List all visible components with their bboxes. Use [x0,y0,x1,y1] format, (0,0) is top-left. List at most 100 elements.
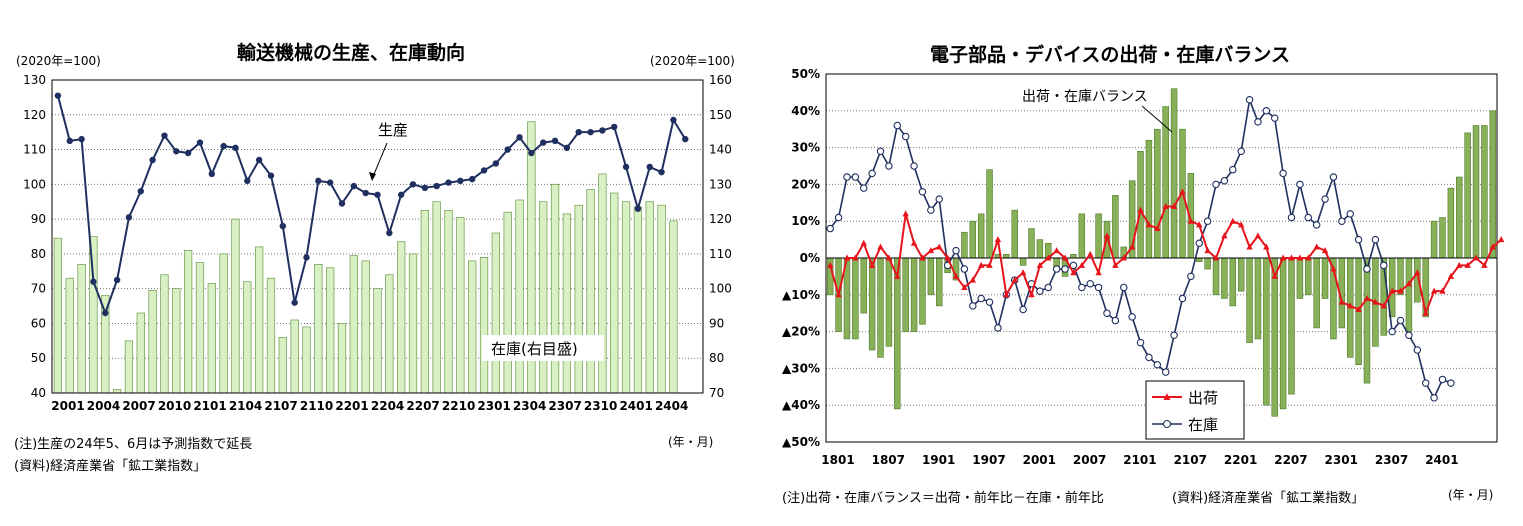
balance-bar [1447,187,1455,259]
balance-bar [961,231,968,259]
inventory-bar [53,237,63,394]
right-inventory-point [1195,239,1203,248]
left-axis-tick: 50 [31,351,46,365]
shipment-point [1170,202,1178,209]
shipment-point [1296,254,1304,261]
left-axis-tick: 70 [31,282,46,296]
right-inventory-point [1304,213,1313,222]
right-inventory-point [1388,327,1396,336]
production-point [315,177,322,185]
production-point [492,160,500,167]
balance-bar [1078,213,1086,259]
right-inventory-point [851,173,860,181]
production-point [480,167,488,174]
balance-bar [1154,128,1161,259]
shipment-point [1204,247,1211,254]
balance-bar [1112,195,1119,259]
balance-bar [1162,99,1169,259]
right-y-tick: ▲10% [782,288,820,302]
shipment-point [1305,254,1312,261]
left-x-tick: 2010 [158,399,191,413]
left-axis-tick: 40 [31,386,46,400]
right-inventory-point [1380,261,1388,270]
production-point [587,128,594,136]
shipment-point [826,261,834,268]
shipment-point [1120,254,1127,261]
production-point [232,144,239,152]
inventory-bar [361,260,370,394]
production-point [279,222,287,230]
inventory-bar [515,199,524,394]
production-point [161,132,168,139]
right-inventory-point [1346,210,1354,218]
shipment-point [1388,287,1396,294]
inventory-bar [657,204,666,394]
production-point [575,128,582,136]
inventory-bar [539,201,548,394]
left-x-tick: 2307 [548,399,581,413]
right-x-tick: 2007 [1073,453,1106,467]
balance-bar [1456,176,1463,259]
inventory-bar [207,283,216,394]
production-point [516,134,523,141]
production-point [374,191,381,198]
shipment-point [977,261,985,268]
shipment-point [1430,287,1438,294]
production-point [267,172,275,179]
shipment-point [1128,243,1136,250]
right-y-tick: 50% [791,67,820,81]
inventory-bar [610,192,619,394]
right-inventory-point [1287,213,1296,222]
production-point [184,149,192,157]
balance-bar [1095,213,1102,259]
production-point [326,179,334,186]
shipment-point [1439,287,1446,294]
left-x-tick: 2404 [655,399,688,413]
left-axis-tick: 80 [31,247,46,261]
right-inventory-point [1170,331,1178,340]
production-point [386,229,393,237]
balance-bar [1036,239,1044,259]
right-x-tick: 1907 [972,453,1005,467]
balance-bar [1263,257,1270,406]
left-x-tick: 2207 [406,399,439,413]
right-x-tick: 2001 [1023,453,1056,467]
shipment-point [1229,217,1236,224]
right-axis-tick: 70 [709,386,724,400]
production-point [504,146,511,153]
inventory-bar [645,201,654,394]
balance-label: 出荷・在庫バランス [1022,88,1148,105]
right-inventory-point [1136,338,1145,347]
balance-bar [852,257,859,340]
shipment-point [835,291,842,298]
left-chart-title: 輸送機械の生産、在庫動向 [237,42,466,64]
inventory-bar [243,281,252,394]
right-inventory-point [927,206,935,214]
right-inventory-point [1321,195,1329,203]
shipment-point [986,261,993,268]
inventory-bar [408,253,418,394]
production-label: 生産 [378,121,408,139]
right-x-tick: 2207 [1274,453,1307,467]
right-inventory-point [1245,96,1254,104]
production-point [196,139,204,146]
shipment-point [1045,254,1052,261]
shipment-point [1179,188,1186,195]
right-inventory-point [1296,180,1304,189]
shipment-point [1078,261,1086,268]
shipment-point [1489,243,1497,250]
balance-bar [1321,257,1329,299]
shipment-point [877,243,884,250]
balance-bar [1145,139,1153,259]
inventory-bar [503,211,512,394]
inventory-label: 在庫(右目盛) [491,340,578,358]
shipment-point [1363,294,1371,301]
balance-bar [1196,257,1203,262]
balance-bar [1305,257,1312,296]
shipment-point [1087,250,1094,257]
right-inventory-point [994,324,1002,332]
right-inventory-point [1052,265,1061,273]
right-x-tick: 1901 [922,453,955,467]
right-inventory-point [952,246,960,255]
left-axis-tick: 90 [31,212,46,226]
